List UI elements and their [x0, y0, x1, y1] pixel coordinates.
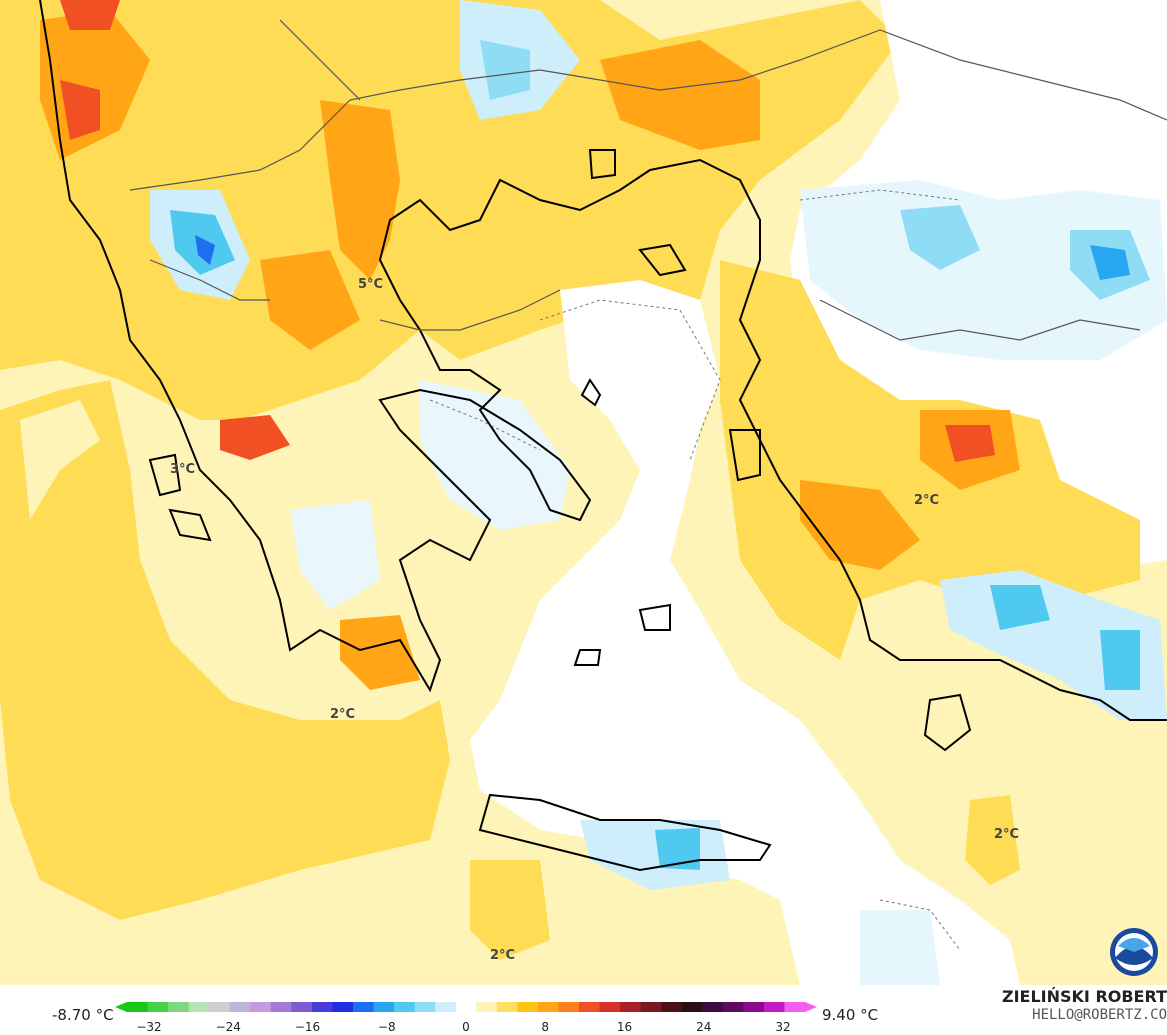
color-scale-cell: [476, 1002, 498, 1012]
temperature-label: 2°C: [914, 493, 939, 508]
color-scale-tick-label: 0: [462, 1020, 470, 1034]
anomaly-zone-south-warm: [470, 860, 550, 960]
anomaly-zone-attica-cold: [420, 380, 570, 530]
color-scale-tick-label: 16: [617, 1020, 632, 1034]
color-scale-cell: [558, 1002, 580, 1012]
anomaly-zone-crete-cold-core: [655, 828, 700, 870]
coastlines: [39, 0, 1167, 872]
color-scale-cell: [661, 1002, 683, 1012]
color-scale-tick-label: −24: [216, 1020, 241, 1034]
temperature-anomaly-map: 5°C 3°C 2°C 2°C 2°C 2°C: [0, 0, 1167, 985]
author-name: ZIELIŃSKI ROBERT: [1001, 987, 1167, 1006]
color-scale-cell: [127, 1002, 149, 1012]
color-scale-cell: [455, 1002, 477, 1012]
color-scale-cell: [209, 1002, 231, 1012]
anomaly-zone-north-orange: [600, 40, 760, 150]
color-scale-cell: [250, 1002, 272, 1012]
anomaly-zone-west-sea: [0, 380, 450, 920]
author-email: HELLO@ROBERTZ.CO: [1032, 1007, 1167, 1023]
color-scale-cell: [640, 1002, 662, 1012]
temperature-label: 2°C: [994, 827, 1019, 842]
color-scale-cell: [702, 1002, 724, 1012]
color-scale-cell: [681, 1002, 703, 1012]
color-scale-cell: [537, 1002, 559, 1012]
color-scale-tick-label: 32: [775, 1020, 790, 1034]
color-scale-cell: [373, 1002, 395, 1012]
anomaly-zone-epirus-hot: [220, 415, 290, 460]
anomaly-zone-southeast-warm: [965, 795, 1020, 885]
color-scale-cell: [579, 1002, 601, 1012]
anomaly-zone-central-orange: [320, 100, 400, 280]
color-scale-cell: [722, 1002, 744, 1012]
color-scale-cell: [517, 1002, 539, 1012]
color-scale-cell: [620, 1002, 642, 1012]
anomaly-zone-nw-cold-center: [195, 235, 215, 265]
anomaly-zone-north-cold-core: [480, 40, 530, 100]
color-scale-cell: [743, 1002, 765, 1012]
color-scale-cell: [435, 1002, 457, 1012]
anomaly-zone-nw-hot: [60, 80, 100, 140]
temperature-label: 2°C: [330, 707, 355, 722]
anomaly-zone-topleft-hot: [60, 0, 120, 30]
color-scale-tick-label: −32: [136, 1020, 161, 1034]
color-scale-cell: [147, 1002, 169, 1012]
color-scale-tick-label: −16: [295, 1020, 320, 1034]
dashed-contours: [429, 189, 961, 951]
anomaly-zone-thrace-orange: [260, 250, 360, 350]
color-scale-cell: [229, 1002, 251, 1012]
country-borders: [129, 19, 1167, 341]
color-scale-cell: [763, 1002, 785, 1012]
color-scale-tick-label: 8: [541, 1020, 549, 1034]
anomaly-zone-aegean-neutral: [470, 280, 1020, 985]
color-scale-ticks: −32 −24 −16 −8 0 8 16 24 32: [136, 1020, 790, 1034]
color-scale-cell: [784, 1002, 806, 1012]
noaa-logo: [1110, 928, 1158, 976]
color-scale-cells: [115, 1002, 817, 1012]
anomaly-zone-southeast-cold: [860, 910, 940, 985]
anomaly-zone-northeast-blank: [960, 0, 1167, 90]
anomaly-zone-anatolia-cold-east-core: [1090, 245, 1130, 280]
anomaly-zone-anatolia-cold-west: [900, 205, 980, 270]
color-scale-cell: [394, 1002, 416, 1012]
anomaly-zone-peloponnese-orange: [340, 615, 420, 690]
color-scale-tick-label: −8: [378, 1020, 396, 1034]
color-scale-cell: [291, 1002, 313, 1012]
color-scale-cell: [353, 1002, 375, 1012]
color-scale-arrow-right: [805, 1002, 817, 1012]
color-scale: −32 −24 −16 −8 0 8 16 24 32: [115, 1002, 817, 1034]
color-scale-arrow-left: [115, 1002, 127, 1012]
temperature-label: 2°C: [490, 948, 515, 963]
anomaly-zone-peloponnese-cold: [290, 500, 380, 610]
anomaly-zone-anatolia-light-cold: [800, 180, 1167, 360]
color-scale-cell: [311, 1002, 333, 1012]
legend-max-value: 9.40 °C: [822, 1006, 879, 1024]
color-scale-cell: [270, 1002, 292, 1012]
color-scale-cell: [599, 1002, 621, 1012]
color-scale-cell: [496, 1002, 518, 1012]
anomaly-zone-dodecanese-cold-core: [990, 585, 1050, 630]
color-scale-cell: [188, 1002, 210, 1012]
color-scale-cell: [332, 1002, 354, 1012]
color-scale-cell: [168, 1002, 190, 1012]
color-scale-tick-label: 24: [696, 1020, 711, 1034]
temperature-label: 3°C: [170, 462, 195, 477]
anomaly-zone-west-sea-light: [20, 400, 100, 520]
temperature-label: 5°C: [358, 277, 383, 292]
color-scale-cell: [414, 1002, 436, 1012]
legend-min-value: -8.70 °C: [52, 1006, 114, 1024]
anomaly-zone-dodecanese-cold-east: [1100, 630, 1140, 690]
anomaly-zone-anatolia-hot-core: [945, 425, 995, 462]
